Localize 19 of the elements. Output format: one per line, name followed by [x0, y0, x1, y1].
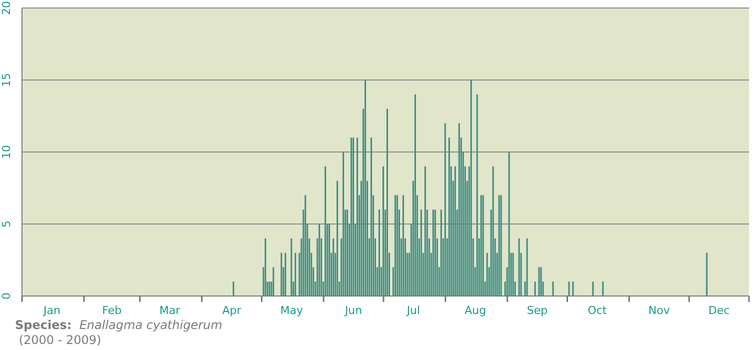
text: (2000 - 2009) [18, 333, 102, 347]
y-tick-label: 10 [0, 145, 13, 159]
x-tick-label: Jul [406, 304, 420, 317]
x-tick-label: May [280, 304, 304, 317]
x-tick-label: Jan [42, 304, 60, 317]
x-tick-label: Sep [526, 304, 548, 317]
x-tick-label: Apr [222, 304, 242, 317]
x-tick-label: Nov [648, 304, 670, 317]
x-tick-label: Feb [102, 304, 122, 317]
y-tick-label: 15 [0, 73, 13, 87]
y-tick-label: 5 [0, 220, 13, 228]
x-tick-label: Aug [464, 304, 486, 317]
text: Species: Enallagma cyathigerum [15, 318, 222, 332]
x-tick-label: Jun [344, 304, 362, 317]
y-tick-label: 0 [0, 292, 13, 300]
y-tick-label: 20 [0, 1, 13, 15]
x-tick-label: Oct [588, 304, 608, 317]
x-tick-label: Dec [708, 304, 730, 317]
x-tick-label: Mar [159, 304, 181, 317]
